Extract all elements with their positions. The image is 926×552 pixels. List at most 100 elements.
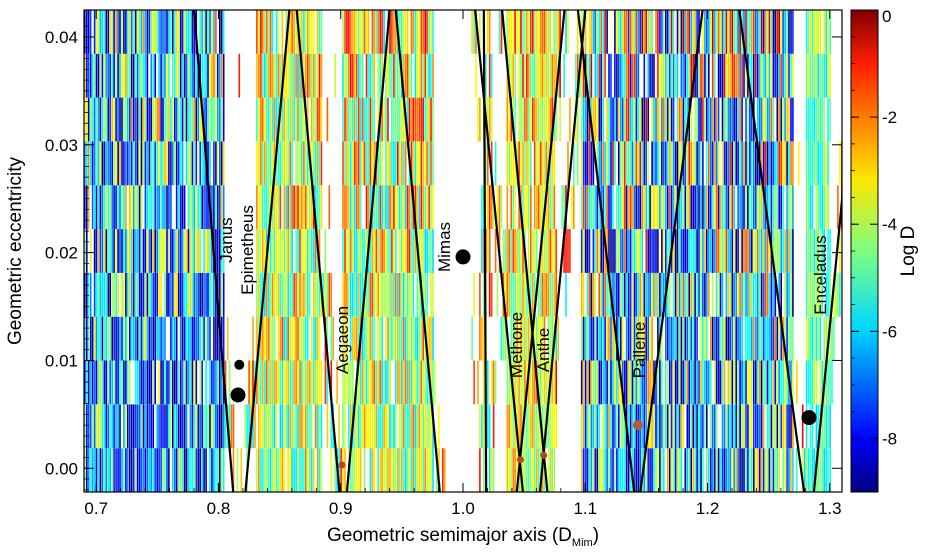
- heatmap-cell: [168, 448, 170, 492]
- heatmap-cell: [778, 53, 780, 98]
- heatmap-cell: [307, 316, 309, 361]
- heatmap-cell: [490, 141, 493, 186]
- heatmap-cell: [318, 448, 321, 492]
- heatmap-cell: [782, 185, 784, 230]
- heatmap-row: [84, 316, 835, 361]
- heatmap-cell: [725, 10, 728, 54]
- heatmap-cell: [86, 10, 88, 54]
- heatmap-cell: [164, 185, 166, 230]
- heatmap-cell: [287, 185, 289, 230]
- heatmap-cell: [172, 404, 174, 449]
- heatmap-cell: [181, 185, 184, 230]
- heatmap-cell: [825, 360, 827, 405]
- heatmap-cell: [590, 53, 593, 98]
- heatmap-cell: [702, 229, 704, 273]
- heatmap-cell: [357, 448, 360, 492]
- heatmap-cell: [541, 316, 544, 361]
- heatmap-cell: [735, 97, 737, 142]
- heatmap-cell: [175, 404, 178, 449]
- heatmap-cell: [359, 141, 362, 186]
- heatmap-cell: [498, 10, 501, 54]
- heatmap-cell: [406, 272, 409, 317]
- heatmap-cell: [612, 141, 614, 186]
- heatmap-cell: [281, 10, 284, 54]
- heatmap-cell: [710, 404, 712, 449]
- heatmap-cell: [475, 53, 477, 98]
- heatmap-cell: [655, 229, 657, 273]
- heatmap-cell: [784, 229, 786, 273]
- heatmap-cell: [772, 185, 775, 230]
- resonance-line: [639, 10, 704, 492]
- heatmap-cell: [825, 404, 827, 449]
- heatmap-cell: [152, 141, 155, 186]
- heatmap-cell: [616, 360, 618, 405]
- heatmap-cell: [310, 360, 313, 405]
- heatmap-cell: [213, 97, 215, 142]
- heatmap-cell: [756, 316, 759, 361]
- heatmap-cell: [618, 272, 620, 317]
- heatmap-cell: [829, 404, 831, 449]
- heatmap-cell: [545, 229, 548, 273]
- heatmap-cell: [627, 10, 630, 54]
- heatmap-cell: [751, 97, 753, 142]
- heatmap-cell: [641, 97, 644, 142]
- heatmap-cell: [293, 448, 295, 492]
- heatmap-cell: [809, 360, 812, 405]
- y-tick-label: 0.02: [45, 244, 78, 263]
- heatmap-cell: [756, 53, 759, 98]
- colorbar-tick-label: -6: [882, 322, 897, 341]
- heatmap-cell: [530, 53, 532, 98]
- heatmap-cell: [260, 141, 262, 186]
- heatmap-cell: [195, 404, 198, 449]
- heatmap-cell: [416, 404, 419, 449]
- heatmap-cell: [694, 97, 696, 142]
- heatmap-cell: [708, 448, 710, 492]
- heatmap-cell: [283, 448, 286, 492]
- heatmap-cell: [293, 53, 295, 98]
- heatmap-cell: [686, 185, 689, 230]
- heatmap-cell: [324, 229, 327, 273]
- heatmap-cell: [164, 141, 166, 186]
- heatmap-cell: [649, 53, 651, 98]
- heatmap-cell: [549, 272, 552, 317]
- heatmap-cell: [130, 185, 133, 230]
- heatmap-cell: [649, 448, 651, 492]
- heatmap-cell: [127, 448, 129, 492]
- heatmap-cell: [389, 316, 391, 361]
- heatmap-cell: [326, 97, 329, 142]
- heatmap-cell: [672, 448, 675, 492]
- heatmap-cell: [817, 316, 820, 361]
- heatmap-cell: [645, 448, 647, 492]
- heatmap-cell: [258, 360, 260, 405]
- heatmap-cell: [805, 316, 808, 361]
- heatmap-cell: [172, 97, 174, 142]
- heatmap-cell: [684, 272, 687, 317]
- heatmap-cell: [281, 272, 284, 317]
- heatmap-cell: [749, 10, 751, 54]
- heatmap-cell: [230, 404, 233, 449]
- heatmap-cell: [592, 316, 595, 361]
- heatmap-cell: [371, 141, 374, 186]
- heatmap-cell: [310, 10, 313, 54]
- heatmap-cell: [177, 10, 180, 54]
- heatmap-cell: [420, 360, 423, 405]
- heatmap-cell: [150, 360, 153, 405]
- heatmap-cell: [635, 53, 638, 98]
- heatmap-cell: [138, 53, 141, 98]
- heatmap-cell: [811, 53, 814, 98]
- heatmap-cell: [547, 316, 550, 361]
- heatmap-cell: [363, 97, 366, 142]
- heatmap-cell: [711, 53, 714, 98]
- heatmap-cell: [692, 316, 694, 361]
- heatmap-cell: [314, 229, 317, 273]
- heatmap-cell: [138, 360, 141, 405]
- heatmap-cell: [236, 448, 239, 492]
- heatmap-cell: [132, 53, 135, 98]
- heatmap-cell: [420, 448, 423, 492]
- heatmap-cell: [520, 360, 522, 405]
- heatmap-cell: [682, 185, 685, 230]
- heatmap-cell: [424, 229, 426, 273]
- heatmap-cell: [183, 404, 186, 449]
- heatmap-cell: [620, 448, 622, 492]
- heatmap-cell: [535, 53, 538, 98]
